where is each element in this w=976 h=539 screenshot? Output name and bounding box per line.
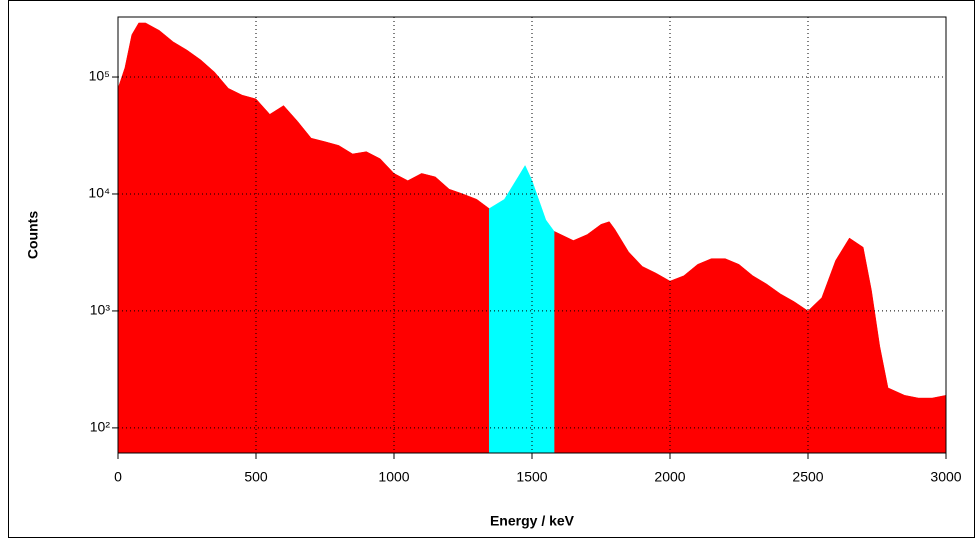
- x-tick-label: 2500: [792, 469, 823, 485]
- spectrum-area: [488, 165, 555, 454]
- y-tick-label: 10³: [90, 302, 111, 318]
- x-tick-label: 2000: [654, 469, 685, 485]
- x-tick-label: 1500: [516, 469, 547, 485]
- y-tick-label: 10²: [90, 419, 111, 435]
- spectrum-area: [117, 22, 947, 454]
- x-tick-label: 0: [114, 469, 122, 485]
- x-tick-label: 3000: [930, 469, 961, 485]
- plot-frame: [117, 16, 947, 454]
- x-tick-label: 500: [244, 469, 268, 485]
- y-axis-title: Counts: [25, 211, 41, 259]
- x-tick-label: 1000: [378, 469, 409, 485]
- y-tick-label: 10⁴: [88, 185, 110, 201]
- panel-frame: [8, 0, 975, 538]
- x-axis-title: Energy / keV: [490, 513, 575, 529]
- y-tick-label: 10⁵: [89, 68, 110, 84]
